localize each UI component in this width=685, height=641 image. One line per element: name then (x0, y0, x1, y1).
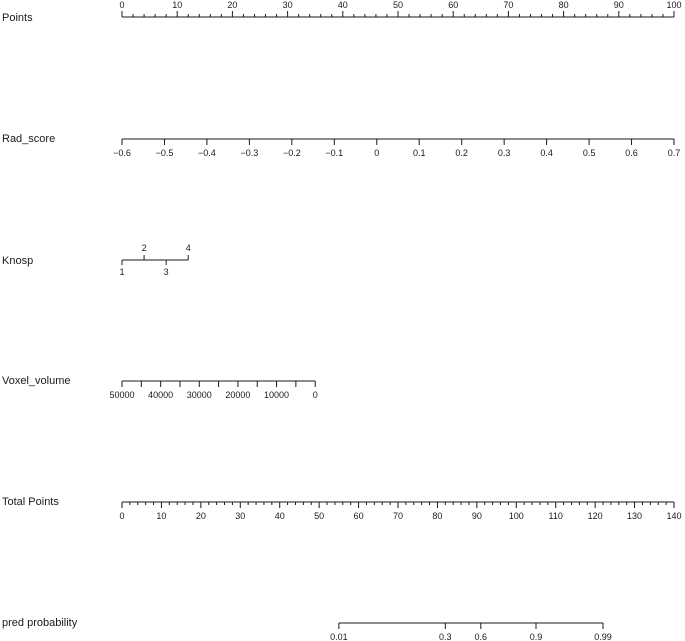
points-tick-label: 80 (559, 0, 569, 10)
knosp-tick-label: 4 (186, 243, 191, 253)
total_points-tick-label: 140 (666, 511, 681, 521)
rad_score-tick-label: −0.5 (156, 148, 174, 158)
total_points-tick-label: 0 (119, 511, 124, 521)
pred_probability-tick-label: 0.99 (594, 632, 612, 641)
total_points-tick-label: 130 (627, 511, 642, 521)
rad_score-tick-label: 0.7 (668, 148, 681, 158)
rad_score-tick-label: −0.4 (198, 148, 216, 158)
points-tick-label: 60 (448, 0, 458, 10)
points-tick-label: 40 (338, 0, 348, 10)
total_points-tick-label: 40 (275, 511, 285, 521)
total_points-tick-label: 80 (432, 511, 442, 521)
rad_score-tick-label: 0.5 (583, 148, 596, 158)
rad_score-tick-label: 0.4 (540, 148, 553, 158)
rad_score-tick-label: 0 (374, 148, 379, 158)
rad_score-tick-label: 0.2 (455, 148, 468, 158)
points-tick-label: 100 (666, 0, 681, 10)
total_points-tick-label: 110 (549, 511, 563, 521)
rad_score-tick-label: 0.3 (498, 148, 511, 158)
pred_probability-tick-label: 0.01 (330, 632, 348, 641)
voxel_volume-tick-label: 40000 (148, 390, 173, 400)
total_points-tick-label: 10 (156, 511, 166, 521)
knosp-tick-label: 1 (119, 267, 124, 277)
rad_score-tick-label: 0.1 (413, 148, 426, 158)
total_points-tick-label: 90 (472, 511, 482, 521)
total_points-tick-label: 20 (196, 511, 206, 521)
voxel_volume-tick-label: 20000 (225, 390, 250, 400)
total_points-tick-label: 100 (509, 511, 524, 521)
points-tick-label: 70 (503, 0, 513, 10)
rad_score-tick-label: −0.1 (325, 148, 343, 158)
total_points-tick-label: 30 (235, 511, 245, 521)
points-tick-label: 90 (614, 0, 624, 10)
pred_probability-tick-label: 0.9 (530, 632, 543, 641)
knosp-tick-label: 2 (142, 243, 147, 253)
row-label-rad-score: Rad_score (2, 133, 55, 145)
rad_score-tick-label: −0.2 (283, 148, 301, 158)
total_points-tick-label: 70 (393, 511, 403, 521)
total_points-tick-label: 120 (588, 511, 603, 521)
voxel_volume-tick-label: 0 (313, 390, 318, 400)
rad_score-tick-label: 0.6 (625, 148, 638, 158)
voxel_volume-tick-label: 30000 (187, 390, 212, 400)
total_points-tick-label: 50 (314, 511, 324, 521)
row-label-total-points: Total Points (2, 496, 59, 508)
points-tick-label: 10 (172, 0, 182, 10)
pred_probability-tick-label: 0.6 (475, 632, 488, 641)
knosp-tick-label: 3 (164, 267, 169, 277)
row-label-points: Points (2, 12, 33, 24)
points-tick-label: 50 (393, 0, 403, 10)
rad_score-tick-label: −0.6 (113, 148, 131, 158)
voxel_volume-tick-label: 10000 (264, 390, 289, 400)
row-label-voxel-volume: Voxel_volume (2, 375, 71, 387)
points-tick-label: 20 (227, 0, 237, 10)
points-tick-label: 0 (119, 0, 124, 10)
pred_probability-tick-label: 0.3 (439, 632, 452, 641)
row-label-knosp: Knosp (2, 255, 33, 267)
points-tick-label: 30 (283, 0, 293, 10)
total_points-tick-label: 60 (354, 511, 364, 521)
row-label-pred-probability: pred probability (2, 617, 78, 629)
voxel_volume-tick-label: 50000 (109, 390, 134, 400)
rad_score-tick-label: −0.3 (240, 148, 258, 158)
